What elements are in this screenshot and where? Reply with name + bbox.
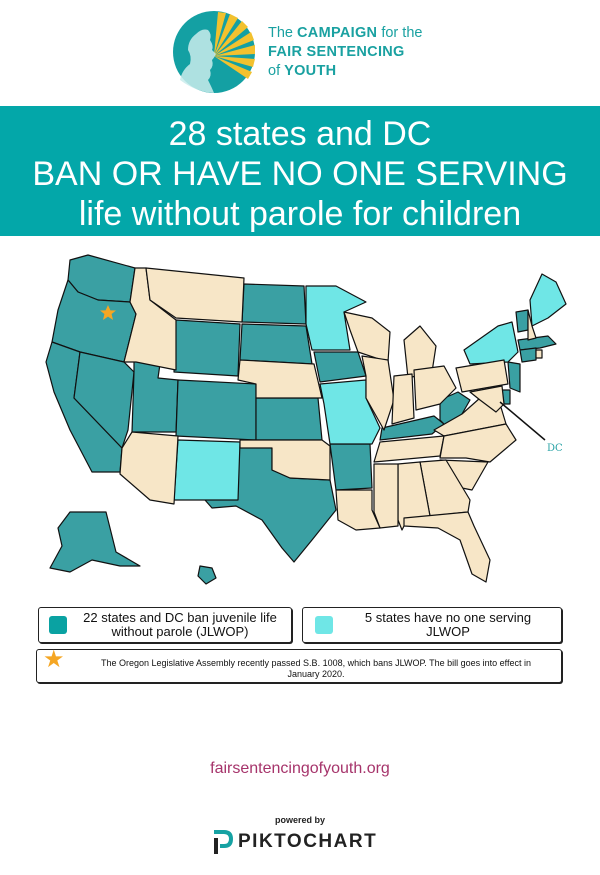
- sunburst-profile-logo-icon: [173, 11, 255, 93]
- org-line3-b: YOUTH: [284, 63, 337, 79]
- state-minnesota: [305, 285, 367, 351]
- oregon-star-icon: [100, 305, 116, 320]
- state-iowa: [313, 351, 367, 383]
- state-ohio: [413, 365, 457, 411]
- state-pennsylvania: [455, 359, 509, 393]
- state-maryland: [469, 385, 505, 413]
- state-rhode-island: [535, 349, 543, 359]
- state-maine: [529, 273, 567, 327]
- state-vermont: [515, 309, 529, 333]
- oregon-footnote-line1: The Oregon Legislative Assembly recently…: [100, 658, 532, 668]
- org-line2: FAIR SENTENCING: [268, 44, 405, 60]
- state-alaska: [49, 511, 141, 573]
- state-utah: [131, 359, 179, 433]
- oregon-footnote-line2: January 2020.: [287, 669, 345, 679]
- state-north-carolina: [439, 423, 517, 463]
- piktochart-wordmark: PIKTOCHART: [238, 831, 378, 852]
- state-arkansas: [329, 443, 373, 491]
- state-hawaii: [197, 565, 217, 585]
- state-mississippi: [373, 463, 399, 529]
- state-wyoming: [173, 319, 241, 377]
- none-serving-legend-text: 5 states have no one serving JLWOP: [343, 611, 553, 639]
- org-line1-b: CAMPAIGN: [297, 25, 378, 41]
- state-south-dakota: [239, 323, 313, 365]
- org-name: The CAMPAIGN for the FAIR SENTENCING of …: [268, 24, 422, 81]
- state-nebraska: [237, 359, 323, 399]
- star-icon: ★: [43, 646, 65, 673]
- headline-line2: BAN OR HAVE NO ONE SERVING: [32, 155, 568, 193]
- org-line3-a: of: [268, 63, 281, 79]
- state-north-dakota: [241, 283, 307, 325]
- org-line1-a: The: [268, 25, 293, 41]
- state-montana: [145, 267, 245, 323]
- legend-oregon-note: ★ The Oregon Legislative Assembly recent…: [36, 646, 562, 683]
- state-illinois: [361, 355, 395, 431]
- piktochart-mark-icon: [214, 830, 234, 854]
- legend-none-serving: 5 states have no one serving JLWOP: [302, 607, 562, 643]
- state-new-mexico: [173, 439, 241, 501]
- headline-banner: 28 states and DC BAN OR HAVE NO ONE SERV…: [0, 106, 600, 236]
- us-map: DC: [45, 254, 567, 585]
- state-indiana: [391, 373, 415, 425]
- state-new-jersey: [507, 361, 521, 393]
- state-louisiana: [335, 489, 381, 531]
- state-connecticut: [519, 347, 537, 363]
- dc-pointer-line: [499, 401, 546, 441]
- powered-by-label: powered by: [274, 815, 325, 825]
- state-michigan: [403, 325, 437, 379]
- dc-label: DC: [547, 443, 563, 454]
- none-serving-swatch: [315, 616, 333, 634]
- headline-line3: life without parole for children: [78, 195, 522, 233]
- state-oklahoma: [239, 439, 331, 481]
- state-colorado: [175, 379, 257, 441]
- headline-line1: 28 states and DC: [168, 115, 432, 153]
- state-massachusetts: [517, 335, 557, 351]
- state-kansas: [255, 397, 323, 441]
- state-arizona: [119, 431, 179, 505]
- ban-legend-text: 22 states and DC ban juvenile life witho…: [75, 611, 285, 639]
- oregon-footnote: The Oregon Legislative Assembly recently…: [77, 658, 555, 680]
- state-florida: [403, 511, 491, 583]
- ban-swatch: [49, 616, 67, 634]
- campaign-logo: The CAMPAIGN for the FAIR SENTENCING of …: [172, 8, 442, 94]
- ban-legend-line2: without parole (JLWOP): [111, 624, 249, 639]
- piktochart-logo: PIKTOCHART: [208, 828, 398, 856]
- org-line1-c: for the: [381, 25, 423, 41]
- ban-legend-line1: 22 states and DC ban juvenile life: [83, 610, 277, 625]
- website-link[interactable]: fairsentencingofyouth.org: [210, 760, 390, 777]
- none-serving-legend-line1: 5 states have no one serving: [364, 610, 532, 625]
- state-new-hampshire: [527, 309, 537, 341]
- none-serving-legend-line2: JLWOP: [426, 624, 470, 639]
- legend-ban: 22 states and DC ban juvenile life witho…: [38, 607, 292, 643]
- state-new-york: [463, 321, 519, 365]
